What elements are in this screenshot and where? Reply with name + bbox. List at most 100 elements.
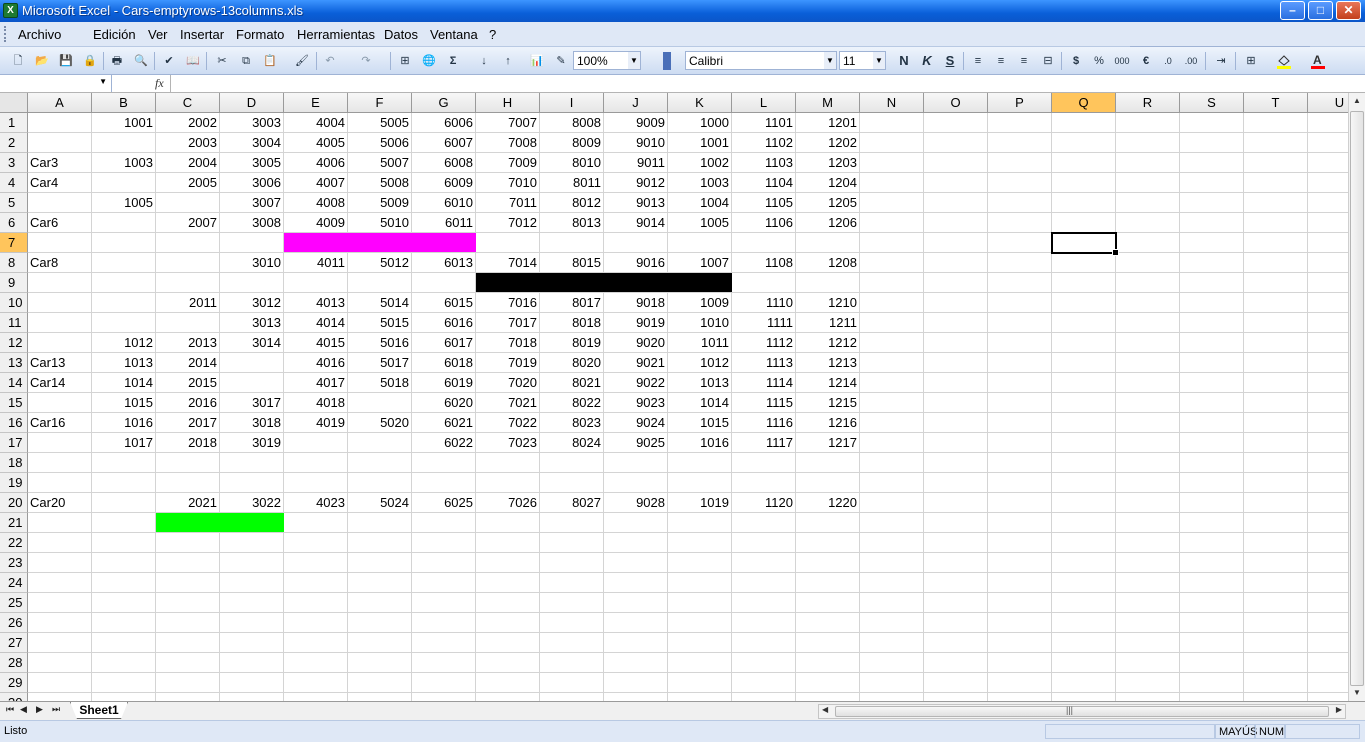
cell-d4[interactable]: 3006 [220,173,284,193]
cell-l20[interactable]: 1120 [732,493,796,513]
cell-j27[interactable] [604,633,668,653]
cell-i15[interactable]: 8022 [540,393,604,413]
cell-l26[interactable] [732,613,796,633]
cell-p4[interactable] [988,173,1052,193]
cell-q11[interactable] [1052,313,1116,333]
cell-a2[interactable] [28,133,92,153]
cell-b22[interactable] [92,533,156,553]
row-header-29[interactable]: 29 [0,673,28,693]
row-header-1[interactable]: 1 [0,113,28,133]
cell-n27[interactable] [860,633,924,653]
cell-o7[interactable] [924,233,988,253]
cell-b21[interactable] [92,513,156,533]
cell-k3[interactable]: 1002 [668,153,732,173]
save-icon[interactable]: 💾 [59,55,73,67]
cell-p26[interactable] [988,613,1052,633]
cell-r3[interactable] [1116,153,1180,173]
scroll-right-icon[interactable]: ▶ [1335,705,1342,714]
cell-p13[interactable] [988,353,1052,373]
cell-h22[interactable] [476,533,540,553]
cell-m1[interactable]: 1201 [796,113,860,133]
cell-a28[interactable] [28,653,92,673]
column-header-m[interactable]: M [796,93,860,113]
horizontal-scroll-thumb[interactable]: ||| [835,705,1329,717]
cell-h5[interactable]: 7011 [476,193,540,213]
cell-g23[interactable] [412,553,476,573]
cell-g4[interactable]: 6009 [412,173,476,193]
cell-b17[interactable]: 1017 [92,433,156,453]
menu-insertar[interactable]: Insertar [180,27,225,42]
cell-k26[interactable] [668,613,732,633]
column-header-u[interactable]: U [1308,93,1348,113]
cell-r20[interactable] [1116,493,1180,513]
cell-g14[interactable]: 6019 [412,373,476,393]
cell-g19[interactable] [412,473,476,493]
cell-f21[interactable] [348,513,412,533]
cell-s27[interactable] [1180,633,1244,653]
cell-s19[interactable] [1180,473,1244,493]
cell-s22[interactable] [1180,533,1244,553]
cell-f16[interactable]: 5020 [348,413,412,433]
cell-k13[interactable]: 1012 [668,353,732,373]
cell-a21[interactable] [28,513,92,533]
cell-o12[interactable] [924,333,988,353]
cell-k21[interactable] [668,513,732,533]
cell-h12[interactable]: 7018 [476,333,540,353]
cell-m16[interactable]: 1216 [796,413,860,433]
cell-g22[interactable] [412,533,476,553]
cell-o4[interactable] [924,173,988,193]
cell-g5[interactable]: 6010 [412,193,476,213]
cell-o24[interactable] [924,573,988,593]
cell-j10[interactable]: 9018 [604,293,668,313]
excel-app-icon[interactable]: X [3,3,18,18]
cell-s8[interactable] [1180,253,1244,273]
cell-b2[interactable] [92,133,156,153]
cell-l8[interactable]: 1108 [732,253,796,273]
cell-m5[interactable]: 1205 [796,193,860,213]
cell-q26[interactable] [1052,613,1116,633]
cell-o26[interactable] [924,613,988,633]
cell-n19[interactable] [860,473,924,493]
borders-icon[interactable]: ⊞ [1246,55,1256,67]
cell-m3[interactable]: 1203 [796,153,860,173]
cell-a23[interactable] [28,553,92,573]
cell-h23[interactable] [476,553,540,573]
cell-e13[interactable]: 4016 [284,353,348,373]
column-header-i[interactable]: I [540,93,604,113]
cell-p24[interactable] [988,573,1052,593]
cell-g17[interactable]: 6022 [412,433,476,453]
scroll-down-icon[interactable]: ▼ [1353,688,1361,697]
cell-f12[interactable]: 5016 [348,333,412,353]
cell-b4[interactable] [92,173,156,193]
row-header-3[interactable]: 3 [0,153,28,173]
prev-sheet-icon[interactable]: ◀ [20,704,27,714]
cell-s30[interactable] [1180,693,1244,701]
cell-e30[interactable] [284,693,348,701]
cell-u5[interactable] [1308,193,1348,213]
cell-o17[interactable] [924,433,988,453]
maximize-button[interactable]: □ [1308,1,1333,20]
cell-i5[interactable]: 8012 [540,193,604,213]
cell-c9[interactable] [156,273,220,293]
cell-f17[interactable] [348,433,412,453]
cell-g16[interactable]: 6021 [412,413,476,433]
cell-r6[interactable] [1116,213,1180,233]
cell-a22[interactable] [28,533,92,553]
cell-c2[interactable]: 2003 [156,133,220,153]
cell-j23[interactable] [604,553,668,573]
vertical-scrollbar[interactable]: ▲ ▼ [1348,93,1365,701]
cell-q18[interactable] [1052,453,1116,473]
filled-range-row-7[interactable] [284,233,476,252]
increase-decimal-icon[interactable]: .0 [1164,56,1172,66]
cell-e3[interactable]: 4006 [284,153,348,173]
cell-o23[interactable] [924,553,988,573]
cell-p20[interactable] [988,493,1052,513]
cell-l14[interactable]: 1114 [732,373,796,393]
cell-e18[interactable] [284,453,348,473]
cell-u15[interactable] [1308,393,1348,413]
cell-q3[interactable] [1052,153,1116,173]
column-header-h[interactable]: H [476,93,540,113]
cell-n11[interactable] [860,313,924,333]
cell-h2[interactable]: 7008 [476,133,540,153]
cell-r13[interactable] [1116,353,1180,373]
